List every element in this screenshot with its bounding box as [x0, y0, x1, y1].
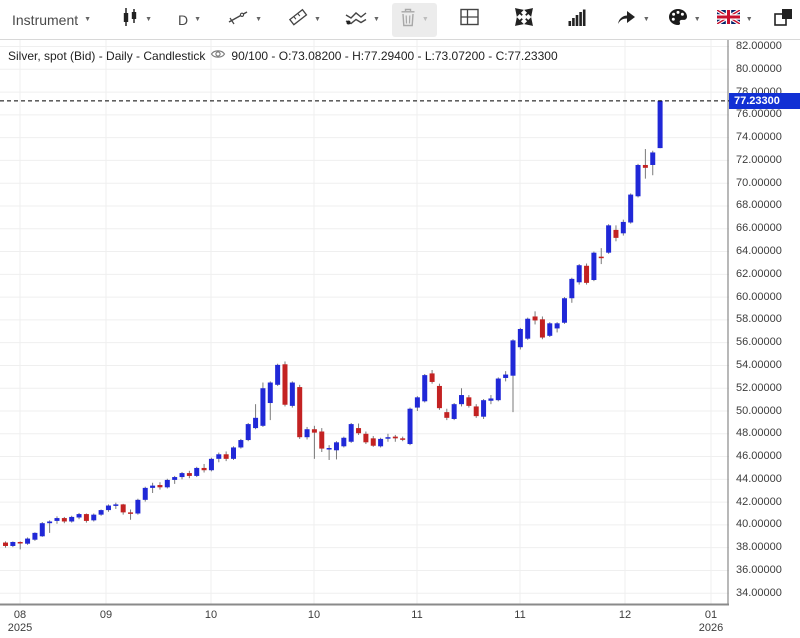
price-tick-label: 50.00000 — [736, 404, 782, 417]
current-price-tag: 77.23300 — [729, 92, 800, 109]
volume-bars-icon — [568, 9, 586, 31]
delete-drawings-button[interactable]: ▼ — [391, 2, 437, 37]
price-tick-label: 46.00000 — [736, 450, 782, 463]
share-dropdown[interactable]: ▼ — [616, 9, 650, 31]
new-window-button[interactable] — [773, 8, 794, 32]
chart-title: Silver, spot (Bid) - Daily - Candlestick… — [8, 48, 558, 63]
toolbar: Instrument ▼ ▼ D ▼ ▼ ▼ ▼ ▼ ▼ ▼ — [0, 0, 800, 40]
time-tick-label: 12 — [618, 609, 632, 621]
time-tick-label: 01 2026 — [698, 609, 724, 634]
price-tick-label: 70.00000 — [736, 176, 782, 189]
instrument-label: Instrument — [12, 11, 79, 28]
price-tick-label: 44.00000 — [736, 472, 782, 485]
chevron-down-icon: ▼ — [642, 16, 650, 23]
price-tick-label: 74.00000 — [736, 131, 782, 144]
price-tick-label: 40.00000 — [736, 518, 782, 531]
trash-icon — [400, 8, 416, 32]
waves-icon — [345, 10, 367, 30]
grid-icon — [459, 7, 480, 32]
time-tick-label: 10 — [204, 609, 218, 621]
price-tick-label: 48.00000 — [736, 427, 782, 440]
time-tick-label: 09 — [99, 609, 113, 621]
instrument-dropdown[interactable]: Instrument ▼ — [12, 12, 91, 28]
chart-type-dropdown[interactable]: ▼ — [121, 7, 152, 32]
chevron-down-icon: ▼ — [84, 16, 92, 23]
plot-svg[interactable] — [0, 40, 729, 606]
line-tools-dropdown[interactable]: ▼ — [227, 9, 262, 30]
chevron-down-icon: ▼ — [421, 16, 429, 23]
eye-icon[interactable] — [210, 48, 226, 63]
price-tick-label: 80.00000 — [736, 62, 782, 75]
fullscreen-button[interactable] — [514, 7, 534, 32]
price-tick-label: 42.00000 — [736, 495, 782, 508]
price-tick-label: 36.00000 — [736, 563, 782, 576]
chevron-down-icon: ▼ — [693, 16, 701, 23]
price-tick-label: 54.00000 — [736, 358, 782, 371]
price-tick-label: 76.00000 — [736, 108, 782, 121]
chevron-down-icon: ▼ — [314, 16, 321, 23]
price-tick-label: 56.00000 — [736, 336, 782, 349]
language-dropdown[interactable]: ▼ — [715, 8, 753, 29]
price-tick-label: 58.00000 — [736, 313, 782, 326]
chevron-down-icon: ▼ — [745, 16, 753, 23]
trendline-icon — [227, 9, 249, 30]
chevron-down-icon: ▼ — [255, 16, 263, 23]
timeframe-dropdown[interactable]: D ▼ — [178, 12, 201, 28]
theme-dropdown[interactable]: ▼ — [668, 8, 701, 32]
volume-toggle-button[interactable] — [568, 9, 586, 31]
price-tick-label: 66.00000 — [736, 222, 782, 235]
time-axis[interactable]: 08 2025 09 10 10 11 11 12 01 2026 — [0, 606, 729, 638]
chart-area: Silver, spot (Bid) - Daily - Candlestick… — [0, 40, 800, 638]
time-tick-label: 11 — [411, 609, 423, 621]
price-tick-label: 72.00000 — [736, 153, 782, 166]
candlestick-icon — [121, 7, 139, 32]
timeframe-label: D — [178, 11, 189, 28]
chevron-down-icon: ▼ — [145, 16, 153, 23]
chart-title-text: Silver, spot (Bid) - Daily - Candlestick — [8, 48, 206, 63]
palette-icon — [668, 8, 688, 32]
price-tick-label: 52.00000 — [736, 381, 782, 394]
time-tick-label: 11 — [514, 609, 526, 621]
price-tick-label: 64.00000 — [736, 245, 782, 258]
price-tick-label: 60.00000 — [736, 290, 782, 303]
indicator-tools-dropdown[interactable]: ▼ — [345, 10, 380, 30]
price-tick-label: 68.00000 — [736, 199, 782, 212]
price-tick-label: 62.00000 — [736, 267, 782, 280]
price-tick-label: 82.00000 — [736, 40, 782, 53]
price-tick-label: 34.00000 — [736, 586, 782, 599]
share-icon — [616, 9, 637, 31]
ruler-icon — [288, 8, 308, 31]
measure-tools-dropdown[interactable]: ▼ — [288, 8, 321, 31]
expand-icon — [514, 7, 534, 32]
windows-icon — [773, 8, 794, 32]
grid-settings-button[interactable] — [459, 7, 480, 32]
price-axis[interactable]: 82.00000 80.00000 78.00000 76.00000 74.00000… — [729, 40, 800, 606]
chart-ohlc-text: 90/100 - O:73.08200 - H:77.29400 - L:73.… — [231, 48, 558, 63]
chevron-down-icon: ▼ — [194, 16, 202, 23]
chevron-down-icon: ▼ — [372, 16, 380, 23]
time-tick-label: 10 — [307, 609, 321, 621]
price-tick-label: 38.00000 — [736, 541, 782, 554]
time-tick-label: 08 2025 — [7, 609, 33, 634]
uk-flag-icon — [715, 8, 741, 29]
